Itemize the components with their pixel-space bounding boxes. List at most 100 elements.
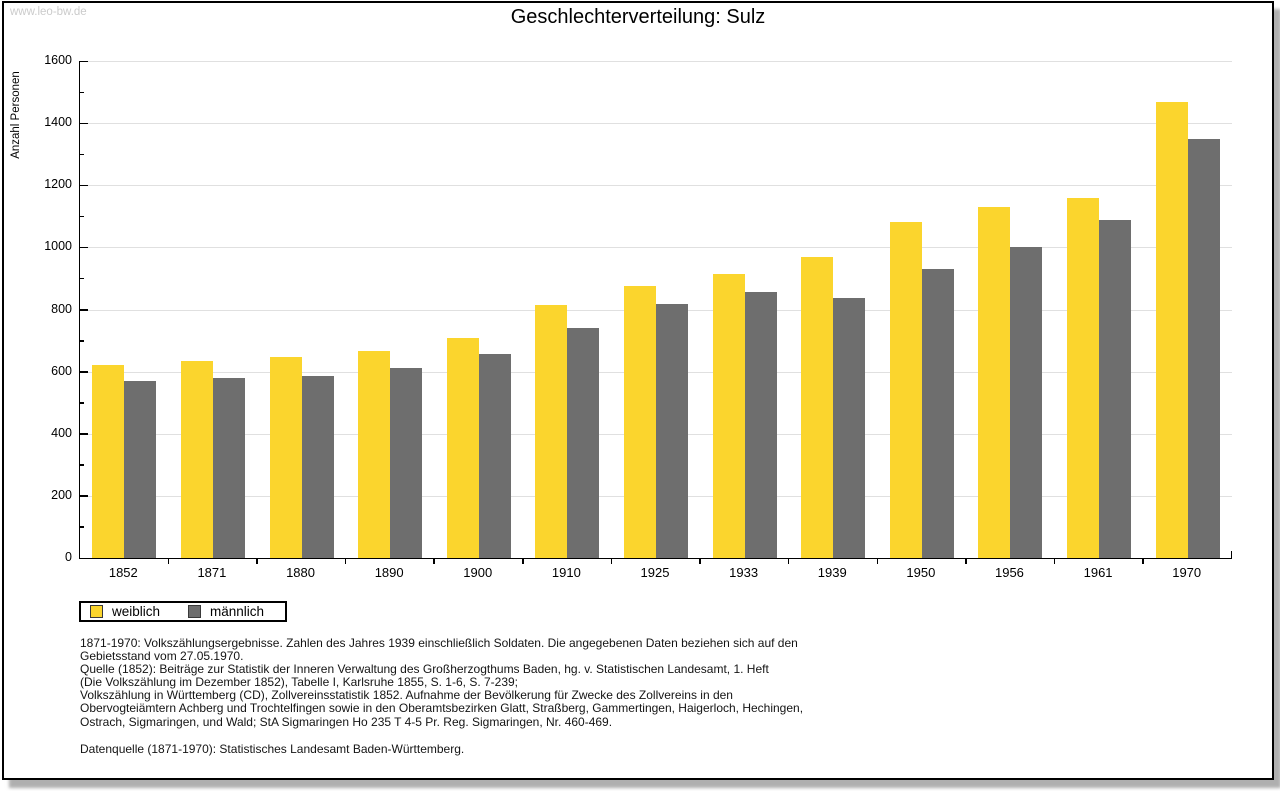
- y-minor-tick-1300: [80, 153, 84, 156]
- bar-männlich-1910: [567, 328, 600, 558]
- bar-weiblich-1910: [535, 305, 568, 558]
- y-minor-tick-1100: [80, 215, 84, 218]
- footnote-line-6: Obervogteiämtern Achberg und Trochtelfin…: [80, 701, 804, 716]
- y-tick-label-1600: 1600: [44, 53, 72, 67]
- y-minor-tick-700: [80, 340, 84, 342]
- x-boundary-tick-10: [965, 559, 967, 564]
- y-minor-tick-300: [80, 464, 84, 466]
- bar-weiblich-1950: [889, 221, 922, 558]
- y-major-tick-200: [80, 495, 88, 497]
- y-tick-label-1200: 1200: [44, 177, 72, 192]
- x-tick-label-1900: 1900: [463, 565, 493, 580]
- y-minor-tick-900: [80, 277, 84, 280]
- bar-weiblich-1900: [446, 338, 479, 558]
- bar-weiblich-1871: [180, 361, 213, 558]
- x-tick-label-1852: 1852: [108, 565, 138, 580]
- y-major-tick-400: [80, 433, 88, 435]
- bar-weiblich-1970: [1155, 102, 1188, 558]
- x-tick-label-1880: 1880: [286, 565, 315, 580]
- footnotes: 1871-1970: Volkszählungsergebnisse. Zahl…: [80, 636, 804, 729]
- x-boundary-tick-8: [787, 559, 790, 564]
- watermark: www.leo-bw.de: [10, 6, 87, 18]
- bar-weiblich-1933: [712, 274, 745, 558]
- gridline-1200: [80, 185, 1232, 187]
- bar-männlich-1939: [833, 297, 866, 558]
- y-major-tick-1600: [80, 60, 88, 62]
- x-boundary-tick-6: [610, 559, 613, 564]
- bar-weiblich-1880: [269, 356, 302, 558]
- legend-swatch-maennlich: [188, 605, 202, 618]
- y-major-tick-600: [80, 371, 88, 373]
- x-tick-label-1961: 1961: [1083, 565, 1113, 580]
- y-tick-label-0: 0: [65, 550, 72, 564]
- chart-frame: www.leo-bw.de Geschlechterverteilung: Su…: [2, 1, 1274, 780]
- x-tick-label-1871: 1871: [197, 565, 227, 580]
- legend-label-maennlich: männlich: [210, 604, 265, 619]
- gridline-1600: [80, 61, 1232, 62]
- y-tick-label-400: 400: [51, 425, 72, 440]
- y-tick-label-1400: 1400: [44, 115, 72, 130]
- chart-title: Geschlechterverteilung: Sulz: [510, 6, 766, 28]
- bar-männlich-1852: [124, 381, 157, 558]
- x-boundary-tick-1: [167, 559, 170, 564]
- x-boundary-tick-2: [256, 559, 258, 564]
- y-tick-label-200: 200: [51, 487, 72, 502]
- bar-männlich-1956: [1010, 247, 1043, 558]
- x-tick-label-1939: 1939: [817, 565, 847, 580]
- footnote-line-5: Volkszählung in Württemberg (CD), Zollve…: [80, 688, 733, 703]
- y-tick-label-600: 600: [51, 363, 72, 378]
- y-minor-tick-1500: [80, 91, 84, 94]
- bar-weiblich-1956: [978, 207, 1011, 558]
- bar-männlich-1950: [921, 269, 954, 558]
- footnote-line-4: (Die Volkszählung im Dezember 1852), Tab…: [80, 675, 519, 690]
- x-boundary-tick-5: [522, 559, 524, 564]
- legend-swatch-weiblich: [90, 605, 103, 618]
- bar-weiblich-1939: [801, 256, 834, 558]
- legend: weiblich männlich: [79, 601, 287, 622]
- x-tick-label-1890: 1890: [374, 565, 404, 580]
- footnote-line-3: Quelle (1852): Beiträge zur Statistik de…: [80, 662, 769, 677]
- y-tick-label-1000: 1000: [44, 239, 72, 254]
- bar-weiblich-1961: [1067, 197, 1100, 558]
- bar-weiblich-1852: [92, 365, 125, 558]
- bar-männlich-1890: [390, 368, 423, 558]
- bar-männlich-1900: [478, 353, 511, 558]
- gridline-1000: [80, 247, 1232, 249]
- footnote-line-7: Ostrach, Sigmaringen, und Wald; StA Sigm…: [80, 714, 613, 729]
- x-tick-label-1933: 1933: [729, 565, 759, 580]
- bar-männlich-1925: [656, 303, 688, 558]
- bar-männlich-1961: [1099, 220, 1132, 558]
- datasource-note: Datenquelle (1871-1970): Statistisches L…: [80, 742, 465, 756]
- y-minor-tick-500: [80, 402, 84, 404]
- x-boundary-tick-9: [876, 559, 879, 564]
- y-minor-tick-100: [80, 526, 84, 528]
- x-tick-label-1925: 1925: [640, 565, 670, 580]
- x-tick-label-1956: 1956: [994, 565, 1024, 580]
- bar-weiblich-1890: [358, 351, 391, 558]
- bar-männlich-1933: [744, 292, 777, 558]
- footnote-line-2: Gebietsstand vom 27.05.1970.: [80, 649, 244, 664]
- y-tick-label-800: 800: [51, 301, 72, 316]
- plot-area: [79, 60, 1232, 564]
- y-major-tick-1000: [80, 246, 88, 249]
- legend-label-weiblich: weiblich: [112, 604, 161, 619]
- bar-männlich-1970: [1187, 138, 1220, 558]
- bar-männlich-1871: [212, 377, 245, 558]
- y-major-tick-1400: [80, 122, 88, 125]
- x-tick-label-1970: 1970: [1172, 565, 1202, 580]
- bar-weiblich-1925: [624, 285, 656, 558]
- y-major-tick-1200: [80, 184, 88, 187]
- bar-männlich-1880: [301, 376, 334, 558]
- x-boundary-tick-4: [433, 559, 435, 564]
- x-axis-end-tick: [1230, 551, 1232, 558]
- x-boundary-tick-7: [699, 559, 701, 564]
- x-boundary-tick-3: [344, 559, 347, 564]
- x-boundary-tick-11: [1053, 559, 1056, 564]
- x-boundary-tick-12: [1142, 559, 1144, 564]
- y-major-tick-800: [80, 309, 88, 311]
- x-tick-label-1950: 1950: [906, 565, 936, 580]
- footnote-line-1: 1871-1970: Volkszählungsergebnisse. Zahl…: [80, 636, 798, 650]
- x-tick-label-1910: 1910: [551, 565, 581, 580]
- gridline-1400: [80, 123, 1232, 125]
